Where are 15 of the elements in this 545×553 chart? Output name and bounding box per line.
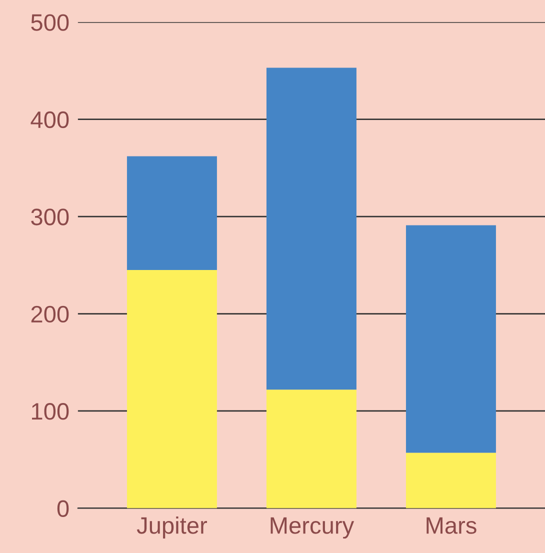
bar [266,390,356,508]
y-tick-label: 200 [31,306,69,323]
x-tick-label: Jupiter [136,516,208,539]
bar [126,270,217,508]
bar [406,452,496,508]
y-tick-label: 0 [57,500,69,517]
y-tick-label: 300 [31,208,69,226]
bar [126,156,217,270]
bar [406,225,496,453]
y-tick-label: 100 [32,403,69,420]
x-tick-label: Mercury [270,517,354,539]
y-tick-label: 500 [31,14,69,31]
x-tick-label: Mars [426,517,476,534]
y-tick-label: 400 [30,111,69,128]
bar [266,68,356,390]
